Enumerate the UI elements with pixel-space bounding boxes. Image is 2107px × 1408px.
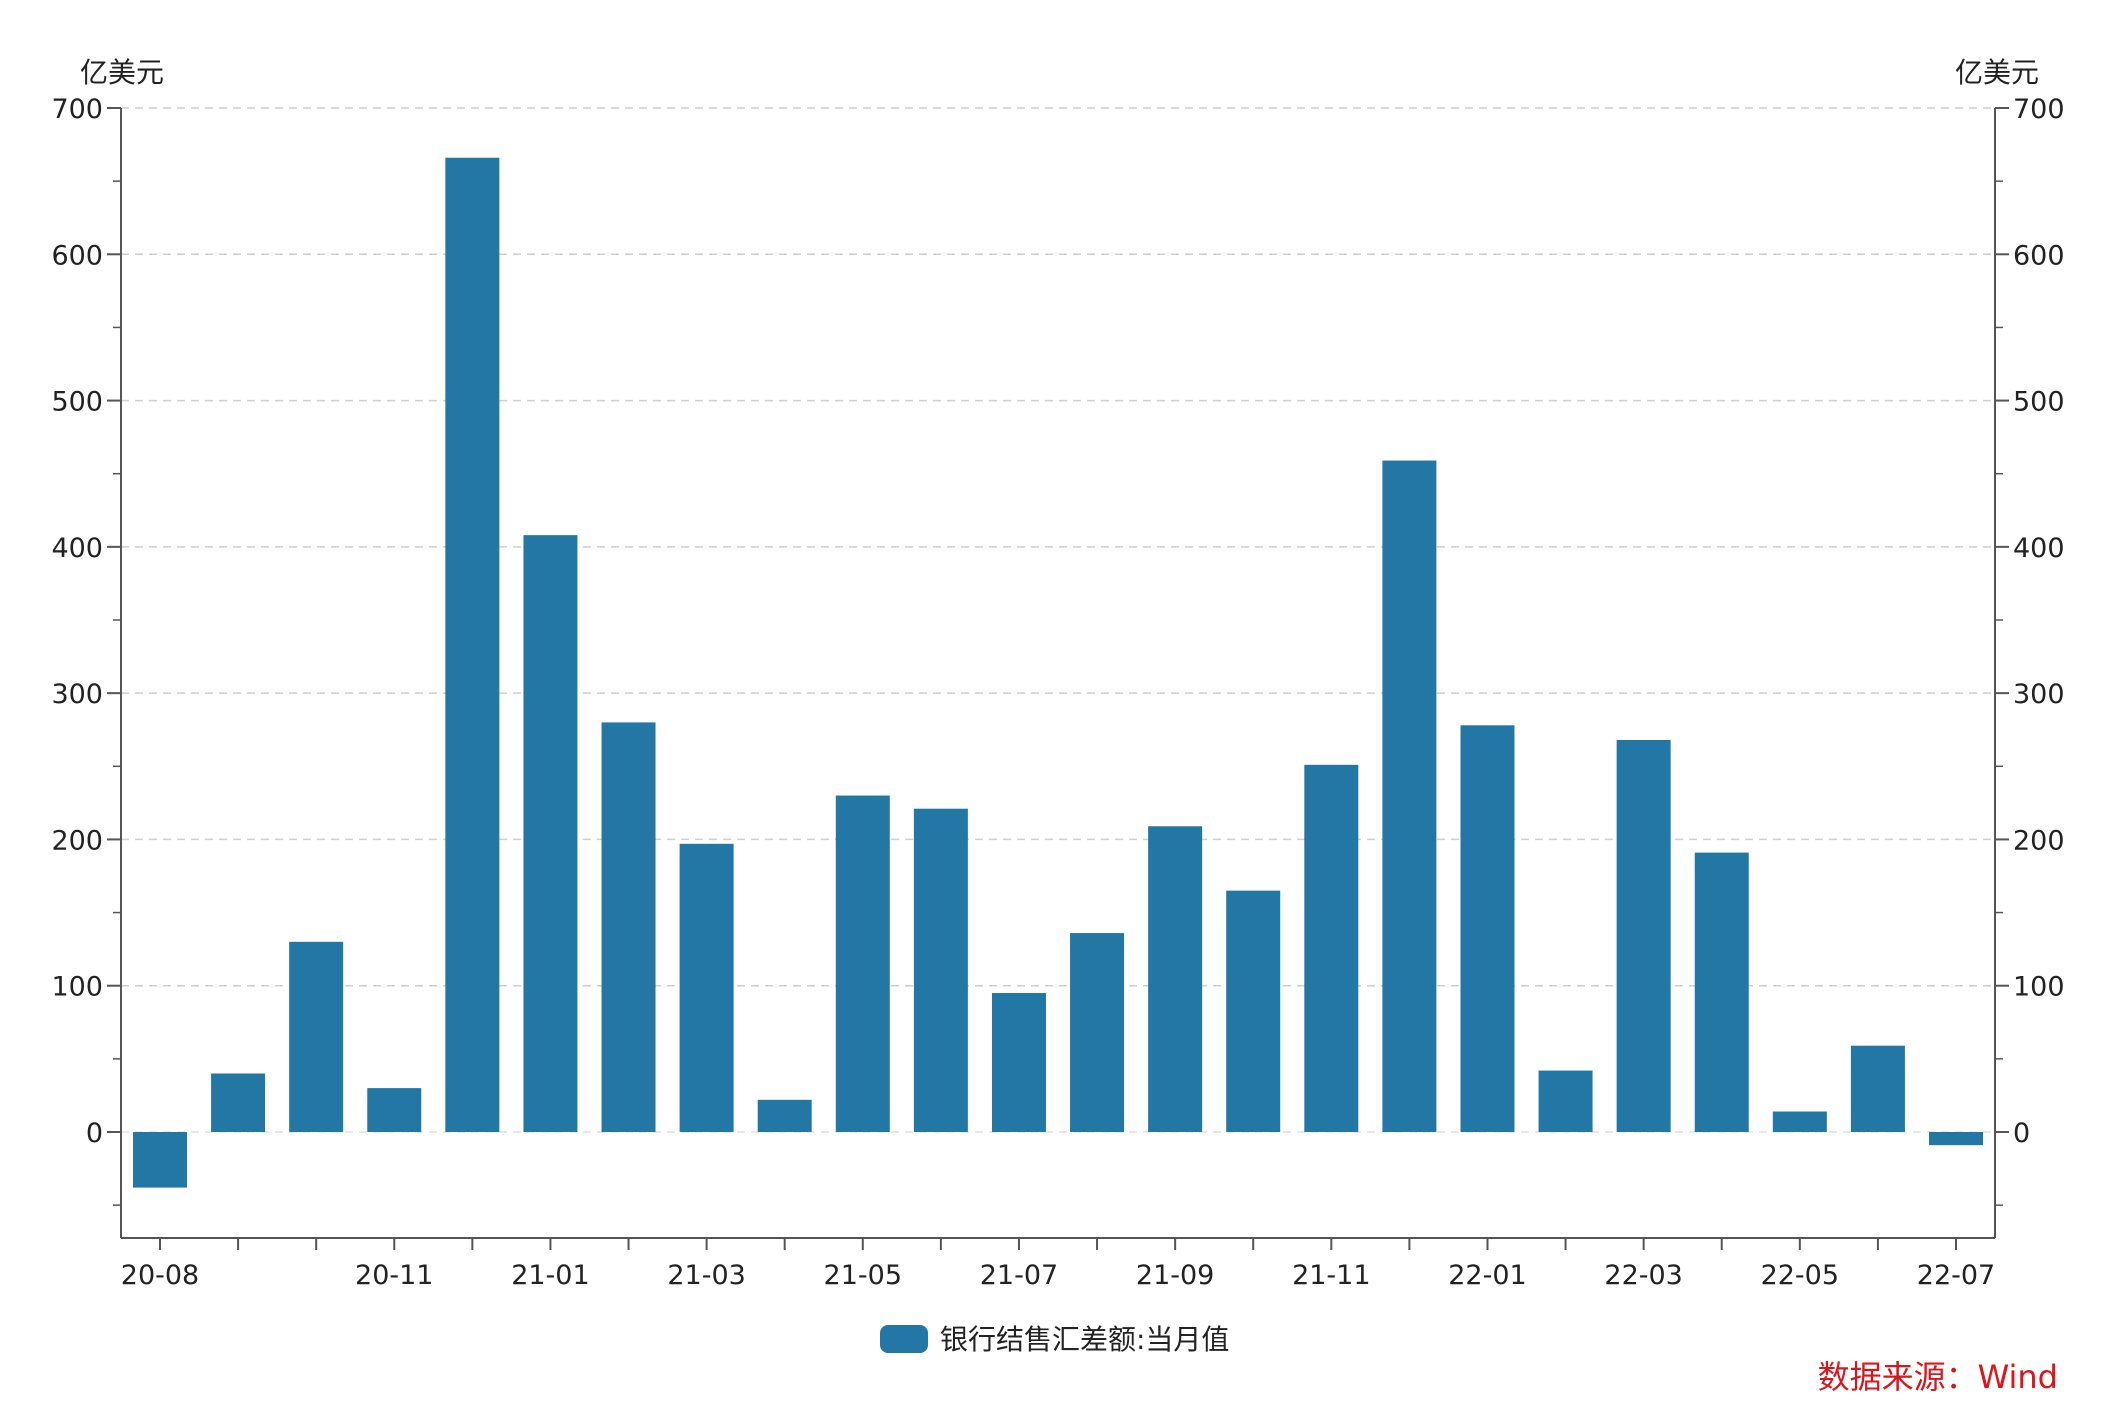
legend: 银行结售汇差额:当月值 (880, 1323, 1229, 1356)
x-tick-label: 20-11 (355, 1260, 433, 1291)
bar-21-05 (835, 795, 890, 1132)
y-tick-label-right: 400 (2013, 533, 2065, 564)
bar-20-09 (211, 1073, 266, 1132)
bar-22-04 (1694, 852, 1749, 1132)
y-tick-label-left: 300 (51, 679, 103, 710)
bar-21-11 (1304, 764, 1359, 1132)
x-tick-label: 21-01 (511, 1260, 589, 1291)
x-tick-label: 22-07 (1917, 1260, 1995, 1291)
bar-21-12 (1382, 460, 1437, 1132)
bar-20-12 (445, 157, 500, 1133)
y-tick-label-right: 500 (2013, 387, 2065, 418)
y-tick-label-left: 700 (51, 94, 103, 125)
data-source: 数据来源：Wind (1818, 1358, 2058, 1396)
x-tick-label: 21-09 (1136, 1260, 1214, 1291)
x-tick-label: 21-11 (1292, 1260, 1370, 1291)
legend-swatch (880, 1325, 928, 1353)
bar-22-06 (1850, 1045, 1905, 1132)
bar-22-02 (1538, 1070, 1593, 1132)
bar-20-10 (289, 941, 344, 1132)
y-tick-label-left: 500 (51, 387, 103, 418)
x-tick-label: 21-05 (824, 1260, 902, 1291)
y-tick-label-left: 100 (51, 972, 103, 1003)
x-tick-label: 20-08 (121, 1260, 199, 1291)
left-unit-label: 亿美元 (80, 56, 164, 89)
bar-20-11 (367, 1088, 422, 1132)
bar-21-02 (601, 722, 656, 1132)
y-tick-label-right: 600 (2013, 240, 2065, 271)
right-y-ticks: 0 100 200 300 400 500 600 700 (1995, 94, 2065, 1206)
bar-21-03 (679, 843, 734, 1132)
gridlines (121, 107, 1995, 1133)
bar-21-06 (913, 808, 968, 1132)
bar-22-05 (1772, 1111, 1827, 1132)
bar-22-01 (1460, 725, 1515, 1132)
y-tick-label-left: 200 (51, 825, 103, 856)
axes (120, 108, 1996, 1239)
y-tick-label-right: 700 (2013, 94, 2065, 125)
bar-22-07 (1929, 1132, 1983, 1146)
y-tick-label-right: 0 (2013, 1118, 2030, 1149)
left-y-ticks: 0 100 200 300 400 500 600 700 (51, 94, 121, 1206)
bar-21-10 (1226, 890, 1281, 1132)
x-tick-label: 22-03 (1604, 1260, 1682, 1291)
bars (133, 157, 1983, 1188)
x-tick-label: 22-05 (1761, 1260, 1839, 1291)
y-tick-label-right: 200 (2013, 825, 2065, 856)
bar-22-03 (1616, 739, 1671, 1132)
y-tick-label-right: 300 (2013, 679, 2065, 710)
right-unit-label: 亿美元 (1955, 56, 2039, 89)
bar-21-04 (757, 1099, 812, 1132)
y-tick-label-left: 400 (51, 533, 103, 564)
bar-21-08 (1070, 933, 1125, 1132)
bar-20-08 (133, 1132, 187, 1188)
x-tick-label: 21-03 (667, 1260, 745, 1291)
y-tick-label-left: 600 (51, 240, 103, 271)
x-tick-label: 21-07 (980, 1260, 1058, 1291)
bar-21-07 (991, 993, 1046, 1132)
bar-21-09 (1148, 826, 1203, 1132)
bar-21-01 (523, 535, 578, 1132)
y-tick-label-right: 100 (2013, 972, 2065, 1003)
y-tick-label-left: 0 (86, 1118, 103, 1149)
x-tick-label: 22-01 (1448, 1260, 1526, 1291)
x-ticks: 20-08 20-11 21-01 21-03 21-05 21-07 21-09 21-11… (121, 1238, 1995, 1291)
legend-label: 银行结售汇差额:当月值 (940, 1323, 1229, 1356)
